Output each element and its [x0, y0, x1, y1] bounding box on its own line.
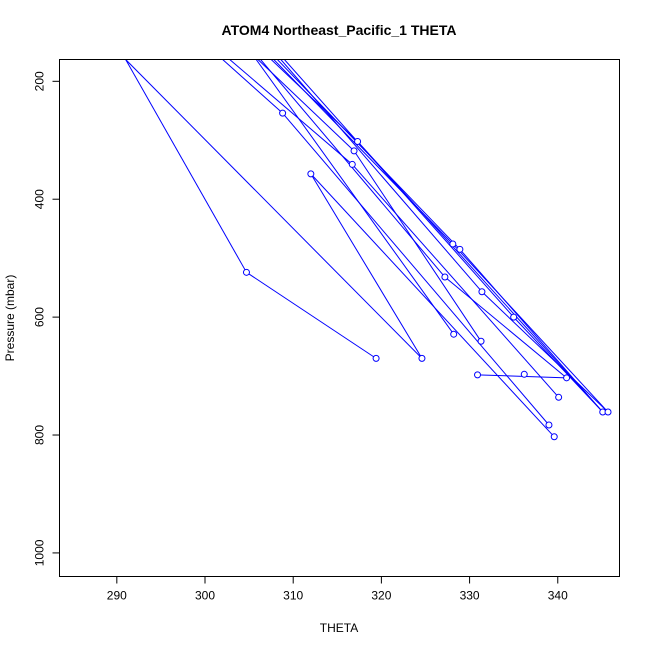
y-tick-label-1000: 1000	[33, 539, 47, 566]
series-line-segment-0	[125, 59, 247, 273]
series-line-segment-2	[125, 59, 423, 359]
data-point-4	[279, 109, 287, 117]
data-point-20	[550, 433, 558, 441]
data-point-10	[449, 240, 457, 248]
series-line-segment-21	[280, 59, 483, 293]
series-line-segment-20	[459, 248, 604, 413]
data-point-7	[348, 160, 356, 168]
data-point-2	[418, 354, 426, 362]
x-tick-label-300: 300	[195, 589, 215, 603]
y-tick-label-600: 600	[33, 307, 47, 327]
x-tick-label-330: 330	[460, 589, 480, 603]
series-line-segment-24	[513, 316, 604, 413]
y-tick-label-400: 400	[33, 189, 47, 209]
series-line-segment-11	[353, 150, 482, 342]
data-point-8	[441, 273, 449, 281]
series-line-segment-6	[282, 112, 550, 426]
chart-title: ATOM4 Northeast_Pacific_1 THETA	[222, 22, 457, 38]
data-point-9	[450, 330, 458, 338]
data-point-18	[555, 393, 563, 401]
data-point-22	[604, 408, 612, 416]
data-point-14	[477, 337, 485, 345]
series-line-segment-5	[222, 59, 283, 114]
series-line-segment-3	[310, 173, 423, 359]
plot-markers	[242, 109, 612, 441]
data-point-5	[354, 137, 362, 145]
series-line-segment-13	[444, 276, 567, 379]
data-point-12	[478, 288, 486, 296]
data-point-16	[520, 370, 528, 378]
series-line-segment-7	[229, 59, 353, 165]
data-point-19	[545, 421, 553, 429]
x-axis-label: THETA	[320, 621, 358, 635]
y-tick-label-200: 200	[33, 71, 47, 91]
y-tick-label-800: 800	[33, 425, 47, 445]
data-point-3	[307, 170, 315, 178]
data-point-6	[350, 147, 358, 155]
series-line-segment-18	[452, 243, 609, 413]
y-axis-label: Pressure (mbar)	[3, 275, 17, 362]
x-axis: 290 300 310 320 330 340	[107, 576, 568, 603]
series-line-segment-1	[246, 271, 377, 359]
series-line-segment-16	[357, 141, 604, 413]
y-axis: 200 400 600 800 1000	[33, 71, 60, 566]
data-point-0	[242, 268, 250, 276]
data-point-13	[510, 313, 518, 321]
x-tick-label-320: 320	[371, 589, 391, 603]
series-line-segment-12	[260, 59, 446, 278]
plot-lines	[125, 59, 609, 438]
data-point-17	[563, 374, 571, 382]
plot-frame	[59, 59, 620, 577]
series-line-segment-17	[273, 59, 454, 245]
series-line-segment-23	[284, 59, 515, 318]
data-point-15	[474, 371, 482, 379]
series-line-segment-8	[351, 164, 560, 398]
x-tick-label-340: 340	[548, 589, 568, 603]
data-point-1	[372, 354, 380, 362]
series-line-segment-22	[481, 291, 609, 413]
data-point-11	[456, 245, 464, 253]
series-line-segment-9	[255, 59, 455, 335]
x-tick-label-290: 290	[107, 589, 127, 603]
x-tick-label-310: 310	[283, 589, 303, 603]
